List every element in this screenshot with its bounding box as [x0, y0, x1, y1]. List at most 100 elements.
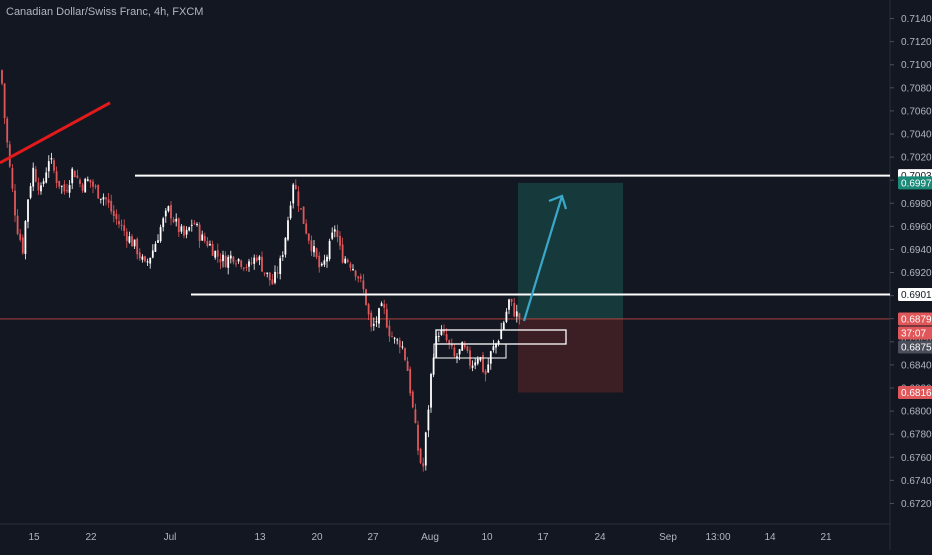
candle-body: [435, 336, 438, 358]
candle-body: [99, 198, 102, 200]
candle-body: [45, 172, 48, 183]
candle-body: [164, 210, 167, 217]
x-axis: 15 22 Jul 13 20 27 Aug 10 17 24 Sep 13:00 14 21: [28, 532, 832, 543]
candle-body: [146, 261, 149, 263]
candle-body: [300, 208, 302, 210]
candle-body: [79, 179, 81, 184]
candle-body: [411, 391, 414, 408]
candle-body: [349, 263, 352, 268]
candle-body: [437, 336, 440, 338]
candle-body: [440, 329, 443, 335]
current-price-label-bg: [898, 312, 932, 326]
candle-body: [372, 323, 375, 326]
candle-body: [331, 232, 334, 239]
candle-body: [417, 424, 419, 451]
candle-body: [474, 362, 477, 366]
candle-body: [94, 185, 97, 187]
candle-body: [92, 181, 94, 187]
candle-body: [268, 272, 271, 281]
candle-body: [40, 185, 42, 192]
candle-body: [206, 241, 209, 247]
candle-body: [193, 223, 196, 225]
candle-body: [188, 227, 191, 231]
candle-body: [123, 225, 126, 231]
candle-body: [162, 218, 165, 228]
candle-body: [115, 213, 118, 220]
candle-body: [227, 256, 230, 268]
x-tick-label: 21: [820, 532, 832, 543]
candle-body: [456, 356, 458, 358]
candle-body: [177, 218, 180, 233]
candle-body: [34, 169, 37, 182]
candle-body: [307, 233, 310, 241]
candle-body: [58, 180, 61, 187]
candle-body: [391, 336, 393, 338]
target-zone: [518, 182, 623, 319]
candle-body: [424, 432, 427, 466]
candle-body: [310, 240, 313, 252]
candle-body: [203, 236, 206, 242]
candle-body: [274, 271, 276, 283]
candle-body: [141, 256, 144, 260]
candle-body: [302, 206, 305, 224]
candle-body: [398, 340, 401, 348]
x-tick-label: 10: [481, 532, 493, 543]
candle-body: [263, 272, 266, 274]
candle-body: [136, 238, 139, 255]
candle-body: [229, 255, 232, 259]
candle-body: [482, 354, 484, 372]
candle-body: [235, 263, 237, 265]
candle-body: [3, 83, 6, 119]
candle-body: [492, 346, 495, 351]
candle-body: [336, 230, 339, 238]
candle-body: [500, 329, 503, 340]
candle-body: [248, 261, 250, 267]
candle-body: [144, 256, 146, 262]
candle-body: [37, 182, 40, 191]
candle-body: [151, 250, 154, 258]
candle-body: [112, 210, 115, 217]
candle-body: [479, 357, 482, 361]
candle-body: [510, 298, 513, 302]
candle-body: [245, 266, 248, 268]
candle-body: [513, 302, 516, 317]
candle-body: [292, 184, 295, 204]
candle-body: [367, 304, 370, 315]
candle-body: [214, 250, 217, 258]
stop-price-label-bg: [898, 386, 932, 400]
candle-body: [354, 270, 357, 277]
candle-body: [8, 144, 11, 167]
candle-body: [443, 329, 445, 333]
candle-body: [42, 181, 45, 184]
candle-body: [393, 337, 396, 339]
candle-body: [281, 255, 284, 257]
candle-body: [201, 234, 204, 241]
candle-body: [11, 168, 14, 189]
level-price-label-bg: [898, 287, 932, 301]
candle-body: [89, 179, 92, 183]
candle-body: [71, 168, 74, 184]
candle-body: [339, 235, 341, 246]
candle-body: [120, 224, 123, 226]
candle-body: [232, 256, 235, 263]
candle-body: [432, 357, 435, 375]
candle-body: [159, 227, 162, 242]
candle-body: [458, 349, 461, 355]
candle-body: [242, 267, 245, 269]
x-tick-label: 13:00: [705, 532, 730, 543]
x-tick-label: 15: [28, 532, 40, 543]
target-arrow-head: [548, 194, 568, 210]
candle-body: [97, 184, 100, 199]
candle-body: [463, 344, 466, 348]
candle-body: [328, 240, 331, 260]
candle-body: [24, 221, 27, 255]
stop-price-label: 0.68161: [901, 388, 932, 399]
candle-body: [255, 257, 258, 261]
candle-body: [68, 185, 71, 193]
candle-body: [66, 190, 68, 192]
